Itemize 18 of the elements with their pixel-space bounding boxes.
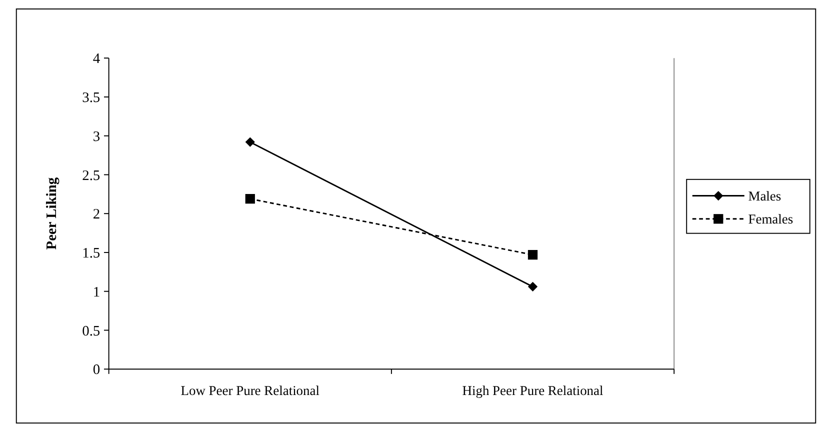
y-axis-title: Peer Liking (44, 176, 60, 250)
y-tick-label: 3 (92, 128, 100, 145)
y-tick-label: 0.5 (82, 323, 100, 340)
y-tick-label: 3.5 (82, 90, 100, 106)
point (245, 137, 255, 147)
x-tick-label: High Peer Pure Relational (462, 383, 604, 398)
y-tick-label: 4 (92, 51, 100, 68)
point (528, 282, 538, 292)
legend-label: Females (748, 212, 794, 227)
y-tick-label: 1.5 (82, 246, 100, 262)
x-tick-label: Low Peer Pure Relational (180, 383, 320, 398)
y-tick-label: 2 (92, 206, 100, 223)
point (245, 194, 255, 204)
y-tick-label: 1 (92, 284, 100, 300)
y-tick-label: 0 (92, 362, 100, 378)
legend-label: Males (748, 188, 782, 204)
point (528, 250, 538, 260)
y-tick-label: 2.5 (82, 168, 100, 184)
